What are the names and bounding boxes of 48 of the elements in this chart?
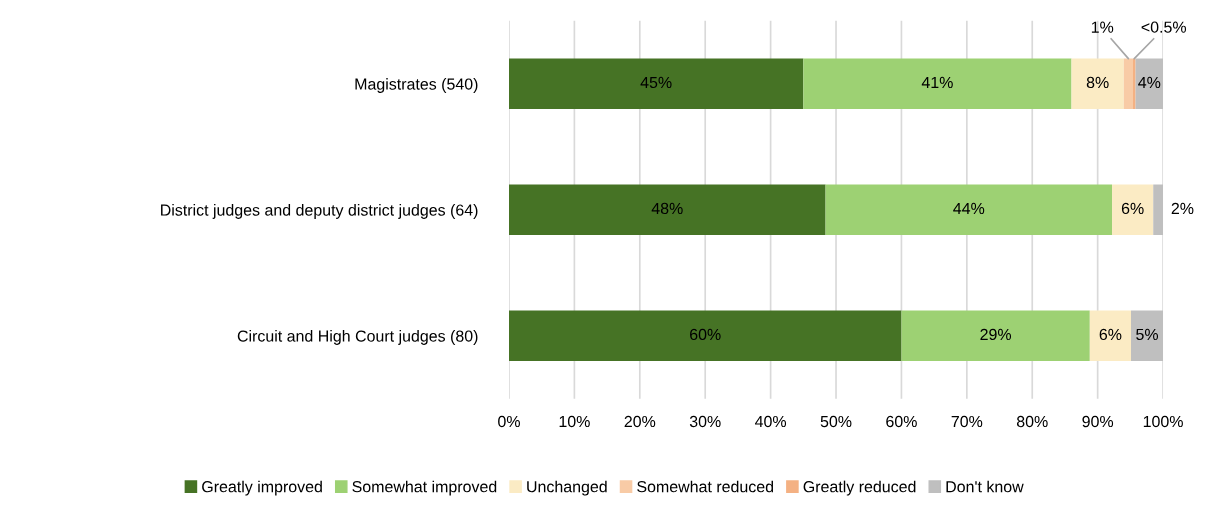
x-tick-label: 80%	[1016, 415, 1048, 428]
data-label: 48%	[651, 202, 683, 215]
data-label: 60%	[690, 328, 721, 341]
x-tick-label: 50%	[820, 415, 852, 428]
x-tick-label: 20%	[624, 415, 656, 428]
data-label: 6%	[1121, 202, 1144, 215]
bar	[1112, 184, 1154, 235]
legend-label: Somewhat improved	[352, 480, 497, 496]
bar	[1123, 58, 1133, 110]
legend-label: Greatly reduced	[803, 480, 916, 496]
data-label: 5%	[1136, 328, 1159, 341]
bar	[901, 310, 1090, 361]
data-label: 8%	[1086, 76, 1109, 89]
x-tick-label: 0%	[498, 415, 520, 428]
legend-label: Don't know	[946, 480, 1024, 493]
legend-label: Somewhat reduced	[637, 480, 774, 493]
data-label: 44%	[953, 202, 985, 215]
data-label: 29%	[980, 328, 1012, 341]
data-label: 2%	[1171, 202, 1194, 215]
x-tick-label: 30%	[689, 415, 721, 428]
legend-label: Unchanged	[527, 480, 607, 496]
bar	[508, 184, 826, 235]
bar	[1089, 310, 1132, 361]
data-label: 45%	[640, 76, 672, 89]
data-label: <0.5%	[1141, 21, 1187, 33]
data-label: 41%	[921, 76, 953, 89]
bar	[1071, 58, 1124, 110]
bar	[825, 184, 1113, 235]
x-tick-label: 60%	[886, 415, 917, 428]
x-tick-label: 70%	[951, 415, 983, 428]
bar	[1132, 58, 1136, 110]
y-tick-label: Circuit and High Court judges (80)	[237, 330, 478, 345]
y-tick-label: District judges and deputy district judges (64)	[161, 204, 478, 219]
x-tick-label: 90%	[1082, 415, 1114, 428]
bar	[508, 310, 902, 361]
legend-label: Greatly improved	[202, 480, 322, 496]
x-tick-label: 100%	[1143, 415, 1183, 428]
bar	[1131, 310, 1164, 361]
bar	[1153, 184, 1164, 235]
bar	[508, 58, 804, 110]
x-tick-label: 40%	[755, 415, 787, 428]
data-label: 6%	[1099, 328, 1122, 341]
x-tick-label: 10%	[559, 415, 590, 428]
y-tick-label: Magistrates (540)	[355, 78, 478, 93]
data-label: 1%	[1091, 21, 1114, 33]
data-label: 4%	[1138, 76, 1161, 89]
bar	[1135, 58, 1164, 110]
bar	[803, 58, 1072, 110]
